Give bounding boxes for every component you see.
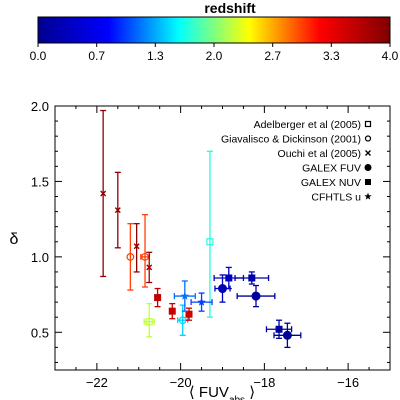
legend-marker-square-filled (365, 179, 371, 185)
point-marker-square-filled (185, 310, 193, 318)
colorbar-title: redshift (204, 0, 256, 16)
x-axis-ticks: −22 −20 −18 −16 (54, 106, 391, 390)
series-square-open (143, 150, 214, 338)
point-marker-circle-filled (251, 291, 261, 301)
point-marker-x (114, 207, 121, 214)
point-marker-star (197, 297, 206, 306)
colorbar: redshift 0.0 0.7 1.3 2.0 2.7 3.3 4.0 (30, 0, 399, 63)
x-axis-label-main: ⟨ FUV (189, 384, 229, 400)
colorbar-tick-label: 1.3 (147, 49, 164, 63)
point-marker-x (133, 243, 140, 250)
colorbar-ticks: 0.0 0.7 1.3 2.0 2.7 3.3 4.0 (30, 43, 399, 63)
point-marker-square-filled (225, 274, 233, 282)
series-circle-filled (214, 274, 302, 349)
data-point (173, 280, 196, 312)
data-point (146, 251, 153, 284)
point-marker-square-open (145, 318, 153, 326)
x-axis-label-sub: abs (229, 395, 245, 400)
legend-marker-x (365, 150, 371, 156)
data-point (234, 271, 270, 285)
plot-area: −22 −20 −18 −16 0.5 1.0 1.5 2.0 (31, 99, 391, 390)
legend-label: GALEX NUV (301, 177, 361, 189)
legend-marker-circle-open (364, 135, 372, 142)
legend-marker-star (364, 192, 372, 200)
data-point (126, 223, 135, 291)
legend-entry: GALEX FUV (302, 163, 372, 175)
y-tick-label: 0.5 (31, 325, 49, 340)
point-marker-star (180, 291, 190, 300)
data-point (273, 322, 302, 349)
y-axis-ticks: 0.5 1.0 1.5 2.0 (31, 99, 390, 363)
data-point (100, 109, 107, 278)
legend-label: CFHTLS u (311, 192, 361, 204)
data-point (133, 223, 140, 273)
legend-entry: GALEX NUV (301, 177, 371, 189)
x-tick-label: −18 (253, 375, 275, 390)
point-marker-square-filled (154, 294, 162, 302)
x-tick-label: −16 (337, 375, 359, 390)
legend-label: GALEX FUV (302, 163, 361, 175)
data-point (206, 150, 214, 318)
colorbar-tick-label: 0.7 (88, 49, 105, 63)
point-marker-circle-filled (218, 284, 227, 294)
legend-label: Ouchi et al (2005) (278, 148, 361, 160)
colorbar-tick-label: 2.0 (206, 49, 223, 63)
point-marker-x (100, 190, 107, 197)
x-tick-label: −20 (170, 375, 192, 390)
x-tick-label: −22 (86, 375, 108, 390)
colorbar-tick-label: 3.3 (323, 49, 340, 63)
data-point (168, 302, 176, 320)
colorbar-tick-label: 0.0 (30, 49, 47, 63)
y-tick-label: 2.0 (31, 99, 49, 114)
point-marker-x (146, 264, 153, 271)
point-marker-square-filled (275, 325, 283, 333)
legend-entry: Ouchi et al (2005) (278, 148, 371, 160)
data-point (143, 302, 155, 338)
data-points (100, 109, 302, 349)
plot-frame (54, 105, 391, 371)
x-axis-label: ⟨ FUVabs ⟩ (189, 384, 255, 400)
legend-label: Giavalisco & Dickinson (2001) (221, 134, 361, 146)
series-x (100, 109, 153, 284)
y-axis-label: δ (10, 231, 19, 248)
legend: Adelberger et al (2005) Giavalisco & Dick… (221, 119, 372, 204)
point-marker-circle-filled (282, 330, 292, 340)
colorbar-tick-label: 2.7 (264, 49, 281, 63)
legend-entry: CFHTLS u (311, 192, 372, 204)
series-circle-open (126, 213, 189, 336)
series-square-filled (154, 266, 293, 339)
data-point (185, 307, 193, 321)
data-point (236, 284, 276, 308)
data-point (114, 171, 121, 249)
y-tick-label: 1.5 (31, 174, 49, 189)
legend-label: Adelberger et al (2005) (254, 119, 361, 131)
point-marker-circle-open (126, 252, 135, 261)
colorbar-tick-label: 4.0 (382, 49, 399, 63)
data-point (265, 319, 293, 339)
legend-entry: Adelberger et al (2005) (254, 119, 372, 131)
data-point (140, 213, 150, 288)
x-axis-label-close: ⟩ (245, 384, 255, 400)
legend-entry: Giavalisco & Dickinson (2001) (221, 134, 372, 146)
y-tick-label: 1.0 (31, 250, 49, 265)
legend-marker-circle-filled (364, 164, 372, 171)
point-marker-square-filled (168, 307, 176, 315)
point-marker-circle-open (141, 252, 149, 261)
point-marker-square-filled (248, 274, 256, 282)
data-point (190, 292, 213, 312)
colorbar-strip (37, 16, 391, 44)
point-marker-square-open (206, 238, 214, 246)
series-star (173, 280, 213, 312)
legend-marker-square-open (364, 120, 372, 128)
data-point (154, 287, 162, 308)
